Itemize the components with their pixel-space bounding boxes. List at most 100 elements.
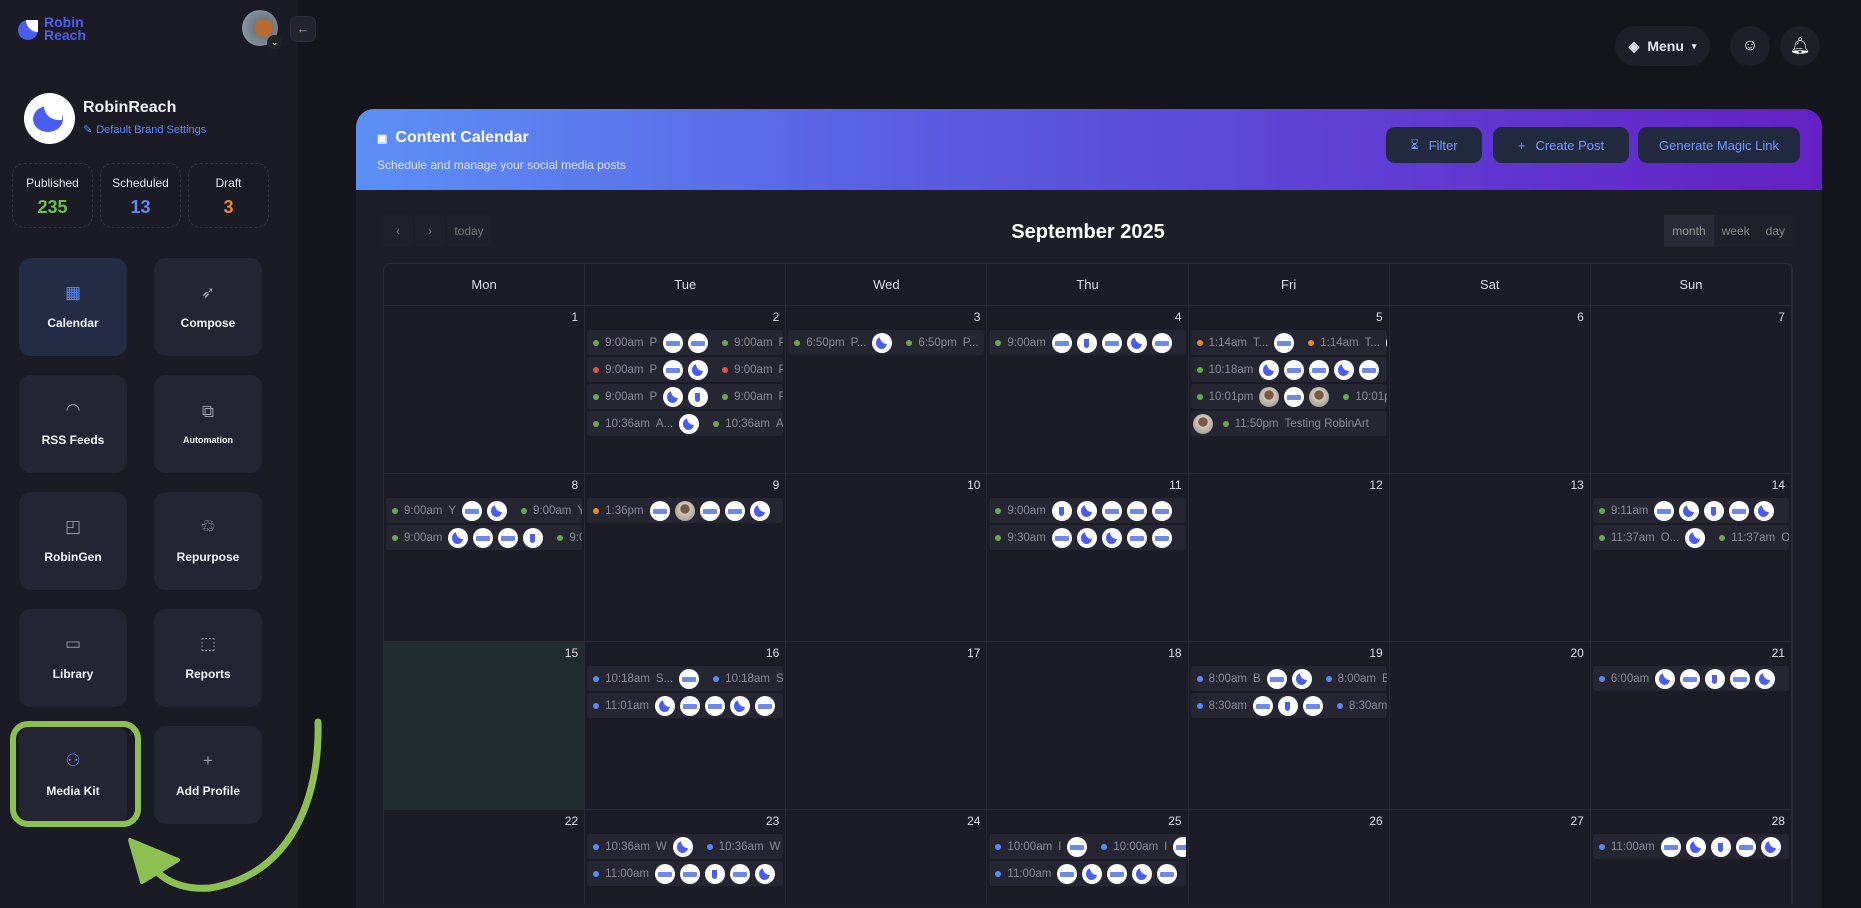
sidebar-item-reports[interactable]: ⬚ Reports <box>154 609 262 707</box>
day-number[interactable]: 15 <box>564 646 579 660</box>
calendar-event[interactable]: 10:01pm 10:01pm <box>1190 384 1387 409</box>
calendar-day[interactable]: 11 9:00am 9:30am <box>987 474 1189 641</box>
calendar-day[interactable]: 23 10:36am W 10:36am W 11:00am <box>585 810 787 904</box>
create-post-button[interactable]: + Create Post <box>1493 127 1629 163</box>
day-number[interactable]: 8 <box>571 478 579 492</box>
day-number[interactable]: 19 <box>1369 646 1383 660</box>
calendar-day[interactable]: 1 <box>384 306 586 473</box>
day-number[interactable]: 13 <box>1570 478 1584 492</box>
view-week-button[interactable]: week <box>1713 215 1758 247</box>
calendar-day[interactable]: 9 1:36pm <box>585 474 787 641</box>
view-day-button[interactable]: day <box>1757 215 1793 247</box>
calendar-event[interactable]: 10:18am <box>1190 357 1387 382</box>
calendar-day[interactable]: 5 1:14am T... 1:14am T... 10:18am 10:01pm 10:01… <box>1189 306 1390 473</box>
day-number[interactable]: 25 <box>1168 814 1182 828</box>
sidebar-item-library[interactable]: ▭ Library <box>19 609 127 707</box>
user-avatar[interactable]: ⌄ <box>242 10 282 50</box>
calendar-day[interactable]: 22 <box>384 810 586 904</box>
calendar-day[interactable]: 28 11:00am <box>1591 810 1792 904</box>
default-brand-settings-link[interactable]: ✎ Default Brand Settings <box>83 123 206 137</box>
calendar-day[interactable]: 14 9:11am 11:37am O... 11:37am O... <box>1591 474 1792 641</box>
calendar-event[interactable]: 8:30am 8:30am <box>1190 693 1387 718</box>
calendar-day[interactable]: 29:00amP9:00amP9:00amP9:00amP9:00amP9:00… <box>585 306 787 473</box>
calendar-event[interactable]: 11:37am O... 11:37am O... <box>1592 525 1789 550</box>
day-number[interactable]: 9 <box>772 478 780 492</box>
sidebar-item-calendar[interactable]: ▦ Calendar <box>19 258 127 356</box>
day-number[interactable]: 11 <box>1169 478 1182 492</box>
day-number[interactable]: 1 <box>571 310 579 324</box>
calendar-event[interactable]: 11:50pm Testing RobinArt <box>1190 411 1387 436</box>
calendar-event[interactable]: 6:50pm P... 6:50pm P... <box>788 330 985 355</box>
menu-button[interactable]: ◈ Menu ▾ <box>1615 26 1710 66</box>
calendar-day[interactable]: 3 6:50pm P... 6:50pm P... <box>786 306 988 473</box>
calendar-day[interactable]: 27 <box>1390 810 1591 904</box>
day-number[interactable]: 26 <box>1369 814 1383 828</box>
calendar-day[interactable]: 21 6:00am <box>1591 642 1792 809</box>
next-month-button[interactable]: › <box>415 215 445 247</box>
day-number[interactable]: 28 <box>1771 814 1785 828</box>
calendar-day[interactable]: 24 <box>786 810 988 904</box>
calendar-event[interactable]: 9:30am <box>989 525 1186 550</box>
calendar-day[interactable]: 25 10:00am I 10:00am I 11:00am <box>987 810 1189 904</box>
calendar-day[interactable]: 7 <box>1591 306 1792 473</box>
calendar-event[interactable]: 9:11am <box>1592 498 1789 523</box>
calendar-event[interactable]: 10:18am S... 10:18am S... <box>587 666 784 691</box>
sidebar-item-media-kit[interactable]: ⚇ Media Kit <box>19 726 127 824</box>
sidebar-item-compose[interactable]: ➶ Compose <box>154 258 262 356</box>
calendar-day[interactable]: 4 9:00am <box>987 306 1189 473</box>
day-number[interactable]: 20 <box>1570 646 1584 660</box>
calendar-event[interactable]: 11:00am <box>1592 834 1789 859</box>
view-month-button[interactable]: month <box>1664 215 1714 247</box>
day-number[interactable]: 4 <box>1174 310 1182 324</box>
calendar-day[interactable]: 6 <box>1390 306 1591 473</box>
calendar-day[interactable]: 10 <box>786 474 988 641</box>
calendar-event[interactable]: 10:00am I 10:00am I <box>989 834 1186 859</box>
day-number[interactable]: 23 <box>765 814 780 828</box>
day-number[interactable]: 12 <box>1369 478 1383 492</box>
today-button[interactable]: today <box>447 215 491 247</box>
day-number[interactable]: 14 <box>1771 478 1785 492</box>
sidebar-item-automation[interactable]: ⧉ Automation <box>154 375 262 473</box>
collapse-sidebar-button[interactable]: ← <box>290 16 316 42</box>
calendar-event[interactable]: 11:01am <box>587 693 784 718</box>
calendar-event[interactable]: 10:36am A... 10:36am A... <box>587 411 784 436</box>
calendar-day[interactable]: 12 <box>1189 474 1390 641</box>
calendar-day[interactable]: 18 <box>987 642 1189 809</box>
day-number[interactable]: 27 <box>1570 814 1584 828</box>
day-number[interactable]: 22 <box>564 814 579 828</box>
calendar-day[interactable]: 19 8:00am B 8:00am B 8:30am 8:30am <box>1189 642 1390 809</box>
generate-magic-link-button[interactable]: Generate Magic Link <box>1638 127 1800 163</box>
calendar-day[interactable]: 13 <box>1390 474 1591 641</box>
calendar-day[interactable]: 26 <box>1189 810 1390 904</box>
calendar-event[interactable]: 1:36pm <box>587 498 784 523</box>
day-number[interactable]: 2 <box>772 310 780 324</box>
calendar-event[interactable]: 9:00am P 9:00am P <box>587 384 784 409</box>
calendar-event[interactable]: 9:00am <box>989 330 1186 355</box>
filter-button[interactable]: ⏳︎ Filter <box>1386 127 1482 163</box>
day-number[interactable]: 5 <box>1376 310 1383 324</box>
sidebar-item-robingen[interactable]: ◰ RobinGen <box>19 492 127 590</box>
day-number[interactable]: 21 <box>1771 646 1785 660</box>
calendar-day[interactable]: 17 <box>786 642 988 809</box>
robinreach-logo[interactable]: Robin Reach <box>12 15 86 42</box>
sidebar-item-repurpose[interactable]: ♲ Repurpose <box>154 492 262 590</box>
day-number[interactable]: 6 <box>1577 310 1584 324</box>
sidebar-item-add-profile[interactable]: + Add Profile <box>154 726 262 824</box>
calendar-event[interactable]: 9:00am P 9:00am P <box>587 357 784 382</box>
calendar-event[interactable]: 1:14am T... 1:14am T... <box>1190 330 1387 355</box>
notifications-button[interactable]: 🔔︎ <box>1780 26 1820 66</box>
chat-button[interactable]: ☺ <box>1730 26 1770 66</box>
day-number[interactable]: 24 <box>967 814 981 828</box>
calendar-day[interactable]: 20 <box>1390 642 1591 809</box>
calendar-day[interactable]: 16 10:18am S... 10:18am S... 11:01am <box>585 642 787 809</box>
day-number[interactable]: 17 <box>967 646 981 660</box>
day-number[interactable]: 7 <box>1778 310 1785 324</box>
calendar-event[interactable]: 9:00am 9:00am <box>386 525 583 550</box>
calendar-event[interactable]: 9:00am <box>989 498 1186 523</box>
calendar-event[interactable]: 11:00am <box>587 861 784 886</box>
calendar-day[interactable]: 8 9:00am Y 9:00am Y 9:00am 9:00am <box>384 474 586 641</box>
prev-month-button[interactable]: ‹ <box>383 215 413 247</box>
day-number[interactable]: 10 <box>967 478 981 492</box>
calendar-event[interactable]: 9:00am P 9:00am P <box>587 330 784 355</box>
calendar-event[interactable]: 10:36am W 10:36am W <box>587 834 784 859</box>
